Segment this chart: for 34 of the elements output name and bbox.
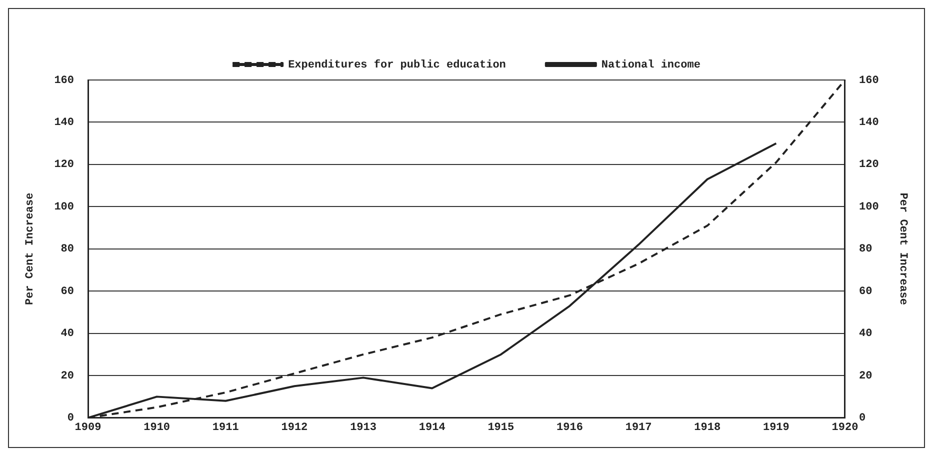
- y-tick-label: 40: [60, 328, 74, 340]
- x-tick-label: 1919: [762, 422, 790, 434]
- y-tick-label: 0: [67, 412, 74, 425]
- y2-tick-label: 120: [858, 159, 879, 172]
- y2-tick-label: 100: [858, 201, 879, 214]
- legend-label: Expenditures for public education: [288, 58, 506, 72]
- x-tick-label: 1912: [281, 422, 308, 434]
- y2-tick-label: 160: [858, 74, 879, 87]
- y-tick-label: 80: [60, 244, 74, 256]
- y-tick-label: 100: [54, 201, 74, 214]
- x-tick-label: 1916: [556, 422, 583, 434]
- y2-axis-title: Per Cent Increase: [896, 192, 909, 306]
- x-tick-label: 1914: [418, 422, 446, 434]
- y-tick-label: 60: [60, 286, 74, 298]
- y-tick-label: 160: [54, 74, 74, 87]
- x-tick-label: 1911: [212, 422, 240, 434]
- y2-tick-label: 0: [858, 412, 866, 425]
- x-tick-label: 1910: [144, 422, 170, 434]
- y-tick-label: 120: [54, 159, 74, 172]
- y-tick-label: 20: [60, 370, 74, 382]
- y2-tick-label: 40: [858, 328, 872, 340]
- legend-label: National income: [601, 59, 701, 72]
- y2-tick-label: 140: [858, 116, 879, 129]
- y-axis-title: Per Cent Increase: [24, 192, 36, 306]
- y-tick-label: 140: [54, 116, 74, 129]
- x-tick-label: 1917: [625, 422, 652, 434]
- x-tick-label: 1920: [832, 422, 858, 434]
- y2-tick-label: 20: [858, 370, 872, 382]
- y2-tick-label: 60: [858, 286, 872, 298]
- x-tick-label: 1913: [350, 422, 377, 434]
- x-tick-label: 1909: [74, 422, 102, 434]
- x-tick-label: 1918: [694, 422, 721, 434]
- y2-tick-label: 80: [858, 244, 872, 256]
- x-tick-label: 1915: [488, 422, 515, 434]
